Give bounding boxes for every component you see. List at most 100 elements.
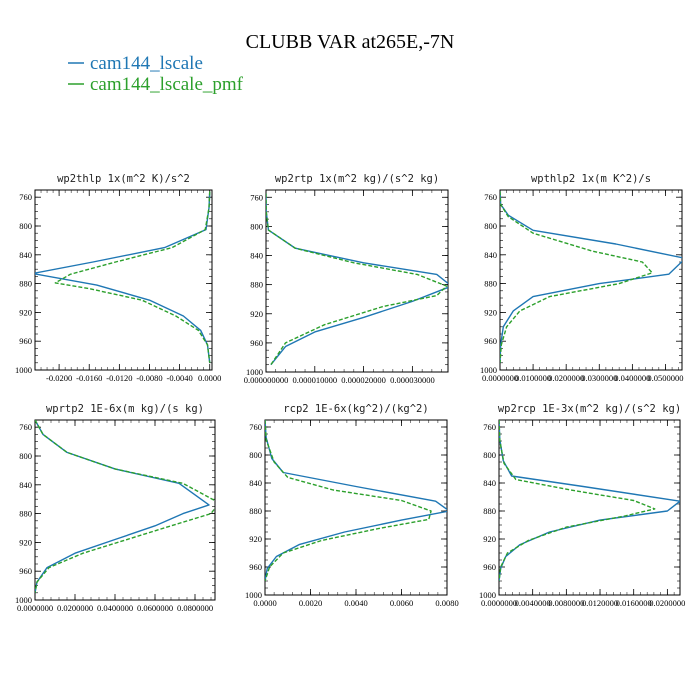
x-tick-label: -0.0200 [46,373,72,383]
y-tick-label: 960 [483,562,496,572]
y-tick-label: 880 [19,509,32,519]
axes-frame [498,419,681,596]
x-tick-label: 0.000030000 [390,375,435,385]
x-tick-label: -0.0040 [167,373,193,383]
series-line-cam144-lscale [35,191,211,363]
y-tick-label: 760 [250,192,263,202]
y-tick-label: 840 [19,480,32,490]
series-line-cam144-lscale-pmf [500,191,653,363]
y-tick-label: 840 [483,478,496,488]
y-tick-label: 840 [19,250,32,260]
axes-frame [34,419,216,601]
panel-title: wprtp2 1E-6x(m kg)/(s kg) [46,403,204,415]
panel-title: wpthlp2 1x(m K^2)/s [531,173,651,185]
x-tick-label: 0.0800000 [177,603,213,613]
series-line-cam144-lscale [265,420,447,582]
x-tick-label: 0.0080000 [548,598,584,608]
y-tick-label: 960 [249,562,262,572]
series-line-cam144-lscale [500,191,682,363]
y-tick-label: 880 [250,280,263,290]
x-tick-label: -0.0120 [106,373,132,383]
y-tick-label: 960 [250,338,263,348]
y-tick-label: 1000 [15,365,32,375]
x-tick-label: 0.0600000 [137,603,173,613]
series-line-cam144-lscale [35,420,210,593]
axes-frame [265,189,449,373]
x-tick-label: 0.0000 [253,598,276,608]
y-tick-label: 920 [250,309,263,319]
figure-title: CLUBB VAR at265E,-7N [246,31,455,53]
panel-title: wp2rtp 1x(m^2 kg)/(s^2 kg) [275,173,439,185]
x-tick-label: 0.0040 [344,598,367,608]
y-tick-label: 760 [19,422,32,432]
legend-label-lscale-pmf: cam144_lscale_pmf [90,74,244,95]
y-tick-label: 1000 [480,365,497,375]
x-tick-label: 0.0080 [435,598,458,608]
y-tick-label: 800 [250,221,263,231]
y-tick-label: 920 [483,534,496,544]
x-tick-label: 0.000010000 [292,375,337,385]
y-tick-label: 960 [484,336,497,346]
y-tick-label: 760 [483,422,496,432]
y-tick-label: 800 [19,451,32,461]
x-tick-label: 0.0500000 [647,373,683,383]
panel-title: wp2rcp 1E-3x(m^2 kg)/(s^2 kg) [498,403,681,415]
y-tick-label: 880 [249,506,262,516]
y-tick-label: 880 [19,279,32,289]
y-tick-label: 1000 [245,590,262,600]
x-tick-label: -0.0080 [136,373,162,383]
y-tick-label: 760 [484,192,497,202]
x-tick-label: 0.0400000 [614,373,650,383]
panel-title: rcp2 1E-6x(kg^2)/(kg^2) [283,403,428,415]
series-line-cam144-lscale-pmf [265,420,432,582]
series-line-cam144-lscale [266,193,448,366]
series-line-cam144-lscale [499,420,680,582]
panel-6: wp2rcp 1E-3x(m^2 kg)/(s^2 kg)760 800 840 88… [479,403,685,608]
x-tick-label: 0.0020 [299,598,322,608]
y-tick-label: 800 [484,221,497,231]
y-tick-label: 1000 [479,590,496,600]
y-tick-label: 760 [19,192,32,202]
x-tick-label: 0.0200000 [548,373,584,383]
x-tick-label: 0.0000000 [481,598,517,608]
y-tick-label: 1000 [15,595,32,605]
y-tick-label: 960 [19,566,32,576]
series-line-cam144-lscale-pmf [499,420,656,582]
x-tick-label: 0.0060 [390,598,413,608]
x-tick-label: 0.000000000 [244,375,289,385]
panel-4: wprtp2 1E-6x(m kg)/(s kg) 760 800 840 880 920… [15,403,216,613]
y-tick-label: 840 [249,478,262,488]
legend-label-lscale: cam144_lscale [90,53,203,74]
y-tick-label: 920 [19,307,32,317]
panel-1: wp2thlp 1x(m^2 K)/s^2 760 800 840 880 920 960 1… [15,173,221,383]
x-tick-label: -0.0160 [76,373,102,383]
y-tick-label: 920 [249,534,262,544]
y-tick-label: 800 [19,221,32,231]
y-tick-label: 800 [483,450,496,460]
y-tick-label: 880 [484,279,497,289]
y-tick-label: 880 [483,506,496,516]
x-tick-label: 0.0000000 [482,373,518,383]
x-tick-label: 0.0100000 [515,373,551,383]
legend: cam144_lscale cam144_lscale_pmf [68,53,244,95]
x-tick-label: 0.0160000 [616,598,652,608]
panel-5: rcp2 1E-6x(kg^2)/(kg^2) 760 800 840 880 920 96… [245,403,459,608]
y-tick-label: 1000 [246,367,263,377]
y-tick-label: 960 [19,336,32,346]
x-tick-label: 0.0200000 [649,598,685,608]
y-tick-label: 840 [484,250,497,260]
axes-frame [499,189,683,371]
x-tick-label: 0.0040000 [515,598,551,608]
panel-title: wp2thlp 1x(m^2 K)/s^2 [57,173,190,185]
y-tick-label: 920 [19,537,32,547]
x-tick-label: 0.0120000 [582,598,618,608]
series-line-cam144-lscale-pmf [35,420,215,593]
y-tick-label: 840 [250,251,263,261]
panel-2: wp2rtp 1x(m^2 kg)/(s^2 kg) 760 800 840 880 92… [244,173,449,385]
x-tick-label: 0.000020000 [341,375,386,385]
y-tick-label: 760 [249,422,262,432]
y-tick-label: 800 [249,450,262,460]
series-line-cam144-lscale-pmf [54,191,211,363]
panels: wp2thlp 1x(m^2 K)/s^2 760 800 840 880 920 960 1… [15,173,685,613]
series-line-cam144-lscale-pmf [266,193,448,366]
